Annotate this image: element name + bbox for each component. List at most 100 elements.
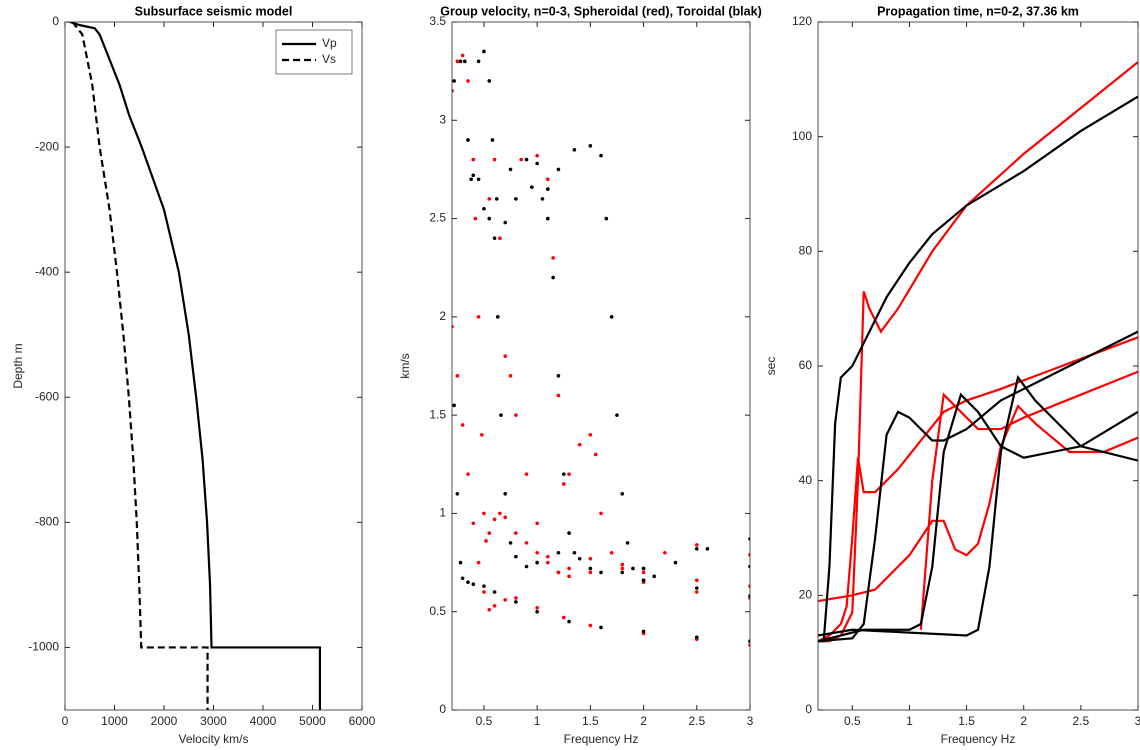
point [508,541,513,545]
point [694,590,699,594]
point [524,564,529,569]
point [466,472,470,476]
y-tick-label: 120 [792,14,812,28]
point [588,570,593,575]
y-tick-label: -200 [35,139,59,153]
point [455,491,460,496]
point [458,59,463,64]
point [641,570,646,575]
series-line [71,22,209,710]
point [482,590,486,594]
x-tick-label: 1.5 [958,714,975,728]
point [471,582,476,586]
point [476,59,481,64]
point [473,216,478,221]
data-layer [69,22,322,710]
point [567,619,571,624]
point [588,556,593,561]
point [567,472,571,476]
point [482,511,486,516]
point [514,554,518,559]
point [599,625,603,630]
point [604,216,609,221]
point [631,566,635,571]
point [487,531,492,535]
point [694,547,699,551]
x-tick-label: 5000 [299,714,326,728]
point [748,643,750,647]
point [455,59,460,64]
point [748,594,750,598]
point [499,413,503,417]
series-line [818,330,1138,643]
y-tick-label: 2 [439,309,446,323]
point [588,144,593,148]
x-tick-label: 0 [62,714,69,728]
point [482,49,486,54]
point [567,531,571,535]
point [609,550,614,555]
point [494,197,499,201]
point [462,59,467,64]
point [514,197,518,201]
point [556,374,561,378]
point [556,570,561,575]
point [487,79,492,83]
point [535,153,539,158]
point [508,167,513,172]
point [620,491,625,496]
point [551,256,555,260]
axes-box [64,21,363,711]
point [545,554,550,559]
x-axis-label: Velocity km/s [178,732,248,746]
point [487,197,492,201]
point [545,187,550,191]
x-tick-label: 2.5 [688,714,705,728]
point [551,275,555,280]
point [535,609,539,614]
point [593,452,598,457]
point [503,598,508,602]
point [476,177,481,182]
x-axis-label: Frequency Hz [564,732,639,746]
point [455,374,460,378]
point [535,605,539,610]
x-tick-label: 1 [906,714,913,728]
point [545,216,550,221]
point [588,623,593,628]
point [503,515,508,520]
y-tick-label: 1 [439,506,446,520]
point [503,491,508,496]
point [466,138,470,142]
x-tick-label: 3 [747,714,754,728]
point [748,537,750,541]
y-tick-label: 0 [805,702,812,716]
point [588,566,593,571]
plot-area [452,22,750,710]
x-tick-label: 3 [1135,714,1140,728]
y-tick-label: 3.5 [429,14,446,28]
point [466,580,470,585]
x-tick-label: 2 [640,714,647,728]
y-tick-label: 2.5 [429,211,446,225]
point [748,584,750,588]
point [620,562,625,567]
point [452,324,454,329]
subplot: 0 1000 2000 3000 4000 5000 6000 -1000 -800 -600 -4… [11,4,375,746]
point [540,197,545,201]
y-tick-label: 100 [792,129,812,143]
y-axis-label: sec [764,357,778,376]
x-tick-label: 2 [1020,714,1027,728]
y-tick-label: 20 [799,588,813,602]
series-line [818,336,1138,643]
x-tick-label: 1000 [101,714,128,728]
point [620,570,625,575]
y-tick-label: -600 [35,389,59,403]
point [561,615,566,620]
point [524,541,529,545]
point [572,550,577,555]
series-line [818,95,1138,643]
point [545,560,550,565]
series-line [919,370,1138,630]
